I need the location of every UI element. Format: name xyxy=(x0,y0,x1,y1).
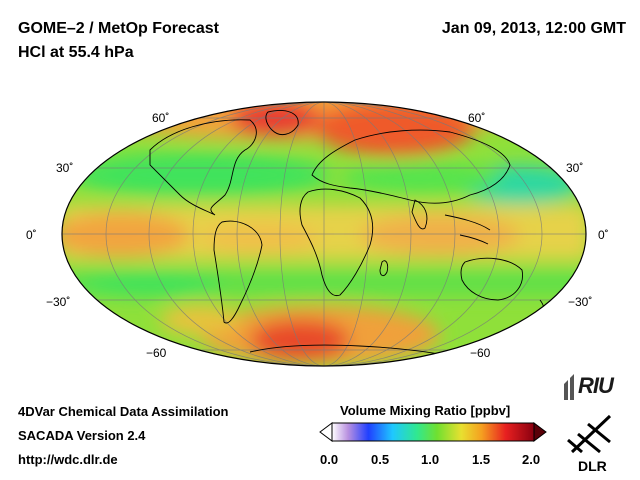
map-subtitle: HCl at 55.4 hPa xyxy=(18,44,134,61)
lat-label-right-0: 0˚ xyxy=(598,228,609,242)
footer-method: 4DVar Chemical Data Assimilation xyxy=(18,404,229,419)
lat-label-left-60: 60˚ xyxy=(152,111,170,125)
concentration-field xyxy=(62,102,586,366)
colorbar-low-arrow xyxy=(319,422,333,442)
forecast-datetime: Jan 09, 2013, 12:00 GMT xyxy=(441,20,626,37)
colorbar-tick-0: 0.0 xyxy=(320,452,339,467)
lat-label-right-60: 60˚ xyxy=(468,111,486,125)
lat-label-left-minus60: −60 xyxy=(146,346,167,360)
coastlines xyxy=(149,110,545,357)
map-outline xyxy=(61,101,587,367)
lat-label-right-minus30: −30˚ xyxy=(568,295,593,309)
colorbar-tick-2: 1.0 xyxy=(421,452,440,467)
footer-version: SACADA Version 2.4 xyxy=(18,428,146,443)
riu-logo: RIU xyxy=(560,372,630,402)
colorbar-title: Volume Mixing Ratio [ppbv] xyxy=(340,403,511,418)
lat-label-left-0: 0˚ xyxy=(26,228,37,242)
graticule xyxy=(62,102,586,366)
riu-logo-icon xyxy=(564,374,574,400)
riu-logo-text: RIU xyxy=(578,373,614,398)
dlr-logo-icon xyxy=(567,414,612,454)
map-title: GOME–2 / MetOp Forecast xyxy=(18,20,219,37)
lat-label-left-minus30: −30˚ xyxy=(46,295,71,309)
lat-label-left-30: 30˚ xyxy=(56,161,74,175)
dlr-logo: DLR xyxy=(562,412,632,478)
colorbar-tick-1: 0.5 xyxy=(371,452,390,467)
lat-label-right-30: 30˚ xyxy=(566,161,584,175)
colorbar-high-arrow xyxy=(533,422,547,442)
colorbar-tick-4: 2.0 xyxy=(522,452,541,467)
footer-url[interactable]: http://wdc.dlr.de xyxy=(18,452,118,467)
colorbar-tick-3: 1.5 xyxy=(472,452,491,467)
colorbar-gradient xyxy=(331,422,535,442)
lat-label-right-minus60: −60 xyxy=(470,346,491,360)
colorbar xyxy=(319,422,547,442)
dlr-logo-text: DLR xyxy=(578,458,607,474)
